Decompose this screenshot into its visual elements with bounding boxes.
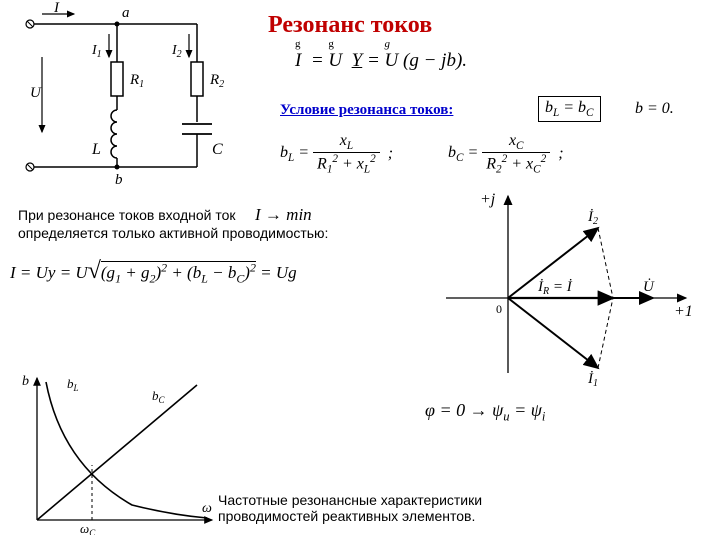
- svg-text:C: C: [212, 141, 223, 158]
- svg-text:ωC: ωC: [80, 521, 96, 535]
- svg-text:L: L: [91, 141, 101, 158]
- svg-text:U: U: [30, 85, 42, 101]
- svg-text:b: b: [22, 374, 29, 389]
- page-title: Резонанс токов: [268, 12, 432, 39]
- bc-formula: bC = xC R22 + xC2 ;: [448, 132, 564, 176]
- svg-text:0: 0: [496, 302, 502, 316]
- input-current-text: При резонансе токов входной ток I → min …: [18, 205, 328, 241]
- svg-text:bL: bL: [67, 376, 79, 393]
- bl-formula: bL = xL R12 + xL2 ;: [280, 132, 393, 176]
- circuit-diagram: I a b U I1 I2 R1 R2 L C: [12, 2, 252, 197]
- svg-text:bC: bC: [152, 388, 166, 405]
- main-formula: gI = gU Y = gU (g − jb).: [295, 50, 467, 72]
- freq-char-text: Частотные резонансные характеристики про…: [218, 492, 482, 524]
- svg-text:b: b: [115, 172, 123, 188]
- bl-bc-box: bL = bC: [538, 96, 601, 122]
- freq-plot: b bL bC ω ωC: [12, 370, 222, 535]
- i-uy-formula: I = Uy = U√(g1 + g2)2 + (bL − bC)2 = Ug: [10, 258, 297, 286]
- svg-text:+j: +j: [480, 191, 496, 208]
- svg-text:a: a: [122, 5, 130, 21]
- b-zero: b = 0.: [635, 100, 674, 118]
- svg-text:İR = İ: İR = İ: [537, 279, 573, 297]
- svg-text:R2: R2: [209, 72, 224, 90]
- svg-text:ω: ω: [202, 501, 212, 516]
- svg-text:I1: I1: [91, 43, 102, 60]
- phi-formula: φ = 0 → ψu = ψi: [425, 400, 545, 425]
- svg-text:R1: R1: [129, 72, 144, 90]
- svg-text:+1: +1: [674, 303, 693, 320]
- svg-text:I2: I2: [171, 43, 182, 60]
- phasor-diagram: +j +1 0 İ2 İR = İ U̇ İ1: [438, 188, 698, 388]
- resonance-condition-link[interactable]: Условие резонанса токов:: [280, 102, 453, 119]
- svg-text:İ1: İ1: [587, 371, 598, 388]
- svg-text:I: I: [53, 2, 60, 16]
- svg-text:U̇: U̇: [643, 279, 655, 295]
- svg-text:İ2: İ2: [587, 209, 598, 227]
